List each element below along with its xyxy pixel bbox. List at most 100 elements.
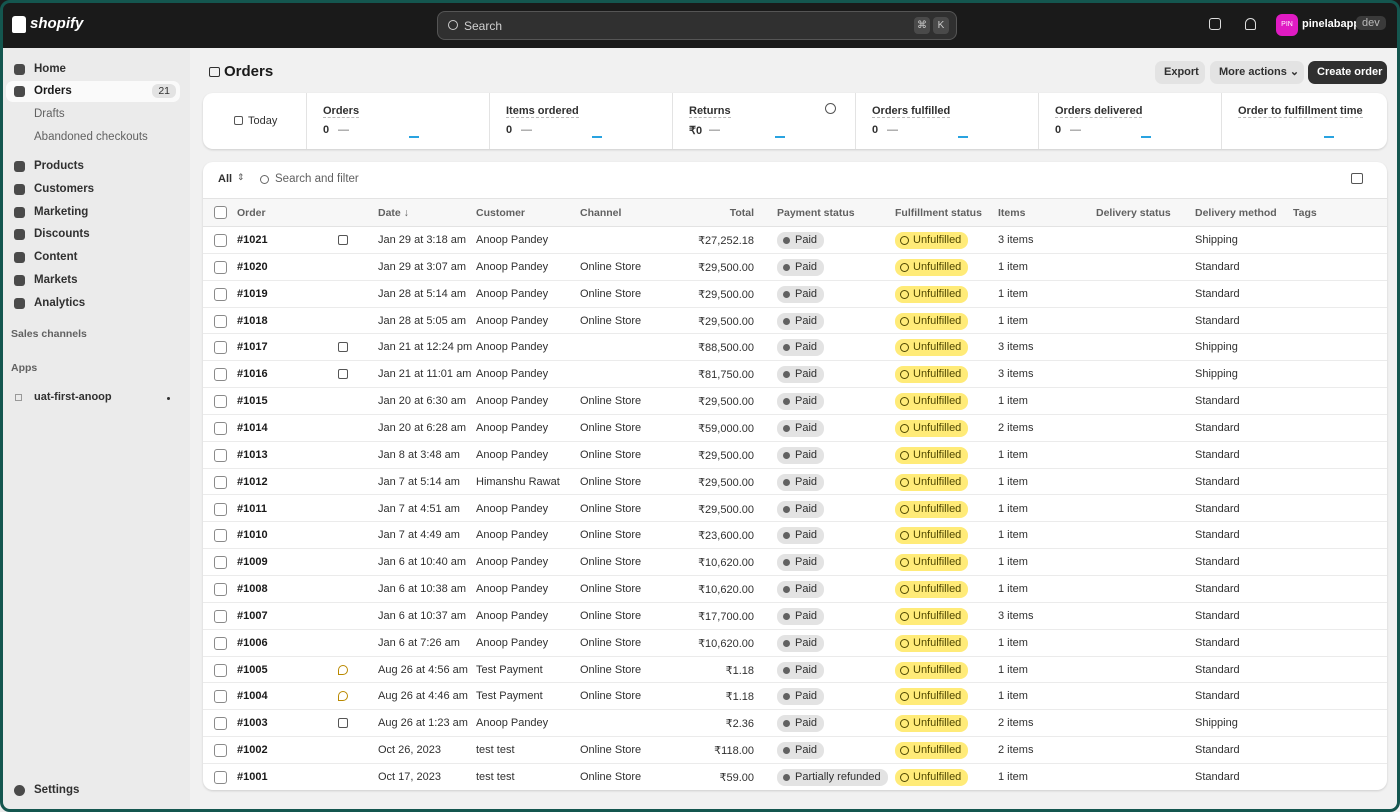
row-checkbox[interactable] bbox=[214, 421, 227, 435]
header-button[interactable]: More actions ⌄ bbox=[1210, 61, 1304, 84]
cell: Anoop Pandey bbox=[476, 609, 549, 622]
order-row[interactable]: #1019 Jan 28 at 5:14 am Anoop Pandey Online… bbox=[203, 281, 1387, 308]
cell: Aug 26 at 1:23 am bbox=[378, 717, 468, 730]
section-apps[interactable]: Apps bbox=[11, 362, 38, 374]
order-row[interactable]: #1011 Jan 7 at 4:51 am Anoop Pandey Online … bbox=[203, 496, 1387, 523]
nav-label: Products bbox=[34, 160, 84, 172]
order-row[interactable]: #1007 Jan 6 at 10:37 am Anoop Pandey Online… bbox=[203, 603, 1387, 630]
nav-item[interactable]: Marketing bbox=[6, 202, 180, 223]
row-checkbox[interactable] bbox=[214, 502, 227, 516]
header-button[interactable]: Export bbox=[1155, 61, 1205, 84]
row-checkbox[interactable] bbox=[214, 771, 227, 784]
metric[interactable]: Orders fulfilled 0 — bbox=[856, 93, 1039, 149]
fulfillment-badge: Unfulfilled bbox=[895, 554, 969, 572]
cell: 3 items bbox=[998, 234, 1034, 246]
row-checkbox[interactable] bbox=[214, 690, 227, 704]
order-row[interactable]: #1020 Jan 29 at 3:07 am Anoop Pandey Online… bbox=[203, 254, 1387, 281]
cell: Aug 26 at 4:46 am bbox=[378, 690, 468, 703]
row-checkbox[interactable] bbox=[214, 287, 227, 301]
nav-label: Abandoned checkouts bbox=[34, 131, 148, 143]
payment-badge: Paid bbox=[777, 742, 825, 760]
app-item[interactable]: uat-first-anoop bbox=[34, 391, 112, 403]
cell: ₹29,500.00 bbox=[698, 449, 754, 462]
row-checkbox[interactable] bbox=[214, 663, 227, 677]
header-button[interactable]: Create order bbox=[1308, 61, 1387, 84]
section-sales-channels[interactable]: Sales channels bbox=[11, 328, 87, 340]
cell: Anoop Pandey bbox=[476, 341, 549, 354]
columns-button[interactable] bbox=[1351, 173, 1363, 184]
order-row[interactable]: #1005 Aug 26 at 4:56 am Test Payment Online… bbox=[203, 657, 1387, 684]
cell: Online Store bbox=[580, 529, 642, 542]
order-row[interactable]: #1016 Jan 21 at 11:01 am Anoop Pandey ₹81,7… bbox=[203, 361, 1387, 389]
metric-value: 0 bbox=[1055, 124, 1062, 136]
cell: 1 item bbox=[998, 583, 1028, 596]
settings[interactable]: Settings bbox=[34, 784, 80, 796]
order-row[interactable]: #1012 Jan 7 at 5:14 am Himanshu Rawat Onlin… bbox=[203, 469, 1387, 496]
row-checkbox[interactable] bbox=[214, 717, 227, 731]
order-row[interactable]: #1018 Jan 28 at 5:05 am Anoop Pandey Online… bbox=[203, 308, 1387, 335]
payment-badge: Paid bbox=[777, 312, 825, 330]
search-filter[interactable]: Search and filter bbox=[275, 173, 359, 185]
nav-item[interactable]: Home bbox=[6, 59, 180, 80]
row-checkbox[interactable] bbox=[214, 609, 227, 623]
order-row[interactable]: #1001 Oct 17, 2023 test test Online Store ₹5… bbox=[203, 764, 1387, 790]
order-row[interactable]: #1009 Jan 6 at 10:40 am Anoop Pandey Online… bbox=[203, 549, 1387, 577]
metric[interactable]: Returns ₹0 — bbox=[673, 93, 856, 149]
row-checkbox[interactable] bbox=[214, 636, 227, 650]
row-checkbox[interactable] bbox=[214, 556, 227, 570]
metric-change: — bbox=[338, 124, 349, 136]
order-row[interactable]: #1004 Aug 26 at 4:46 am Test Payment Online… bbox=[203, 683, 1387, 711]
select-all[interactable] bbox=[214, 206, 227, 219]
order-row[interactable]: #1006 Jan 6 at 7:26 am Anoop Pandey Online … bbox=[203, 630, 1387, 657]
nav-item[interactable]: Customers bbox=[6, 179, 180, 200]
filter-tab[interactable]: All bbox=[218, 173, 233, 185]
nav-item[interactable]: Abandoned checkouts bbox=[6, 127, 180, 148]
column-header: Fulfillment status bbox=[895, 207, 982, 219]
nav-item[interactable]: Drafts bbox=[6, 104, 180, 125]
row-checkbox[interactable] bbox=[214, 260, 227, 274]
store-icon[interactable] bbox=[1209, 18, 1221, 30]
cell: Jan 6 at 10:38 am bbox=[378, 583, 467, 596]
nav-item[interactable]: Analytics bbox=[6, 293, 180, 314]
nav-item[interactable]: Content bbox=[6, 247, 180, 268]
order-row[interactable]: #1021 Jan 29 at 3:18 am Anoop Pandey ₹27,25… bbox=[203, 227, 1387, 254]
bell-icon[interactable] bbox=[1245, 18, 1256, 30]
period-picker[interactable]: Today bbox=[203, 93, 307, 149]
nav-item[interactable]: Markets bbox=[6, 270, 180, 291]
nav-item[interactable]: Products bbox=[6, 156, 180, 177]
column-header: Delivery method bbox=[1195, 207, 1277, 219]
row-checkbox[interactable] bbox=[214, 341, 227, 355]
metric[interactable]: Orders delivered 0 — bbox=[1039, 93, 1222, 149]
metric-label: Order to fulfillment time bbox=[1238, 105, 1363, 118]
row-checkbox[interactable] bbox=[214, 583, 227, 597]
order-row[interactable]: #1002 Oct 26, 2023 test test Online Store ₹1… bbox=[203, 737, 1387, 764]
cell: Aug 26 at 4:56 am bbox=[378, 663, 468, 676]
order-row[interactable]: #1013 Jan 8 at 3:48 am Anoop Pandey Online … bbox=[203, 442, 1387, 469]
metric-label: Orders delivered bbox=[1055, 105, 1143, 118]
order-row[interactable]: #1003 Aug 26 at 1:23 am Anoop Pandey ₹2.36 P… bbox=[203, 710, 1387, 738]
row-checkbox[interactable] bbox=[214, 314, 227, 328]
metric[interactable]: Orders 0 — bbox=[307, 93, 490, 149]
metric[interactable]: Items ordered 0 — bbox=[490, 93, 673, 149]
shortcut-key: ⌘ bbox=[914, 17, 930, 34]
row-checkbox[interactable] bbox=[214, 234, 227, 247]
search-box[interactable]: Search ⌘ K bbox=[437, 11, 957, 40]
cell: Anoop Pandey bbox=[476, 421, 549, 434]
row-checkbox[interactable] bbox=[214, 368, 227, 382]
metric[interactable]: Order to fulfillment time bbox=[1222, 93, 1400, 149]
row-checkbox[interactable] bbox=[214, 475, 227, 489]
order-row[interactable]: #1008 Jan 6 at 10:38 am Anoop Pandey Online… bbox=[203, 576, 1387, 603]
row-checkbox[interactable] bbox=[214, 744, 227, 758]
badge-dot bbox=[783, 290, 790, 298]
row-checkbox[interactable] bbox=[214, 448, 227, 462]
order-row[interactable]: #1017 Jan 21 at 12:24 pm Anoop Pandey ₹88,5… bbox=[203, 334, 1387, 362]
order-row[interactable]: #1015 Jan 20 at 6:30 am Anoop Pandey Online… bbox=[203, 388, 1387, 415]
row-checkbox[interactable] bbox=[214, 529, 227, 543]
nav-item[interactable]: Orders 21 bbox=[6, 81, 180, 102]
order-row[interactable]: #1010 Jan 7 at 4:49 am Anoop Pandey Online … bbox=[203, 522, 1387, 550]
avatar[interactable]: PIN bbox=[1276, 14, 1298, 36]
nav-item[interactable]: Discounts bbox=[6, 224, 180, 245]
row-checkbox[interactable] bbox=[214, 395, 227, 409]
order-row[interactable]: #1014 Jan 20 at 6:28 am Anoop Pandey Online… bbox=[203, 415, 1387, 442]
cell: 2 items bbox=[998, 717, 1034, 730]
